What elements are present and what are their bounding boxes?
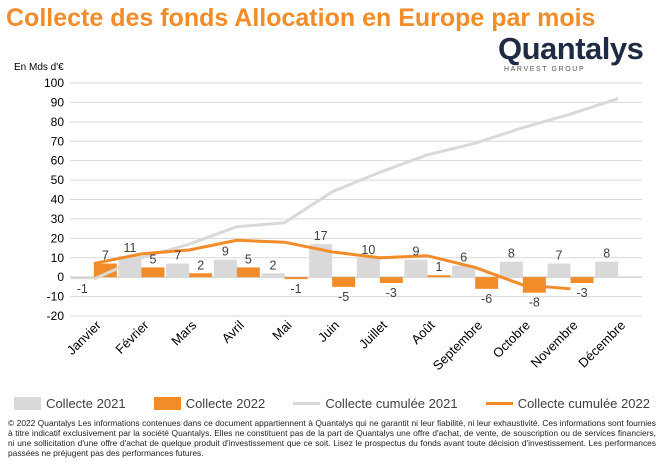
y-tick-label: 0 [57,270,64,284]
data-label-collecte-2021: 9 [413,245,420,259]
bar-collecte-2022 [236,267,260,278]
data-label-collecte-2022: 5 [150,252,157,266]
y-tick-label: 60 [51,154,65,168]
bar-collecte-2021 [309,244,333,278]
legend-item-collecte-2021: Collecte 2021 [14,396,126,411]
x-tick-label: Avril [219,317,247,345]
legend-item-cumul-2022: Collecte cumulée 2022 [485,395,650,411]
data-label-collecte-2021: 8 [508,247,515,261]
bar-collecte-2021 [356,257,380,278]
legend-label-collecte-2022: Collecte 2022 [185,395,266,411]
bar-collecte-2022 [570,277,594,283]
data-label-collecte-2022: -8 [529,296,540,310]
legend-swatch-collecte-2022 [153,396,181,410]
data-label-collecte-2021: 6 [460,251,467,265]
y-tick-label: 40 [51,193,65,207]
line-cumul-2021 [93,97,619,281]
data-label-collecte-2021: 17 [314,229,328,243]
y-tick-label: 50 [51,173,65,187]
legend-swatch-cumul-2021 [293,401,321,405]
data-label-collecte-2021: 9 [222,245,229,259]
data-label-collecte-2022: -3 [576,286,587,300]
legend-label-cumul-2021: Collecte cumulée 2021 [325,395,458,411]
bar-collecte-2021 [213,259,237,278]
bar-collecte-2022 [93,263,117,278]
quantalys-logo: Quantalys HARVEST GROUP [498,31,658,74]
bar-collecte-2022 [189,273,213,278]
x-tick-label: Août [408,317,438,347]
x-tick-label: Octobre [490,318,533,361]
data-label-collecte-2022: 5 [245,252,252,266]
bar-collecte-2022 [427,275,451,278]
x-tick-label: Juin [315,318,342,345]
bar-collecte-2021 [499,261,523,278]
bar-collecte-2021 [261,273,285,278]
y-tick-label: 20 [51,231,65,245]
legend-swatch-collecte-2021 [14,396,42,410]
data-label-collecte-2022: -1 [290,282,301,296]
disclaimer-footer: © 2022 Quantalys Les informations conten… [8,418,656,458]
data-label-collecte-2022: -3 [386,286,397,300]
y-tick-label: 80 [51,115,65,129]
bar-collecte-2022 [379,277,403,283]
legend-swatch-cumul-2022 [485,401,513,405]
bar-collecte-2021 [595,261,619,278]
y-tick-label: 10 [51,251,65,265]
bar-collecte-2022 [141,267,165,278]
bar-collecte-2022 [475,277,499,289]
x-tick-label: Juillet [356,317,390,351]
chart-title: Collecte des fonds Allocation en Europe … [6,4,596,32]
bar-collecte-2022 [284,277,308,280]
data-label-collecte-2022: 7 [102,249,109,263]
data-label-collecte-2021: -1 [77,282,88,296]
bar-collecte-2022 [332,277,356,287]
x-tick-label: Novembre [528,318,581,371]
data-label-collecte-2021: 11 [124,241,137,255]
y-tick-label: 30 [51,212,65,226]
legend-item-cumul-2021: Collecte cumulée 2021 [293,395,458,411]
data-label-collecte-2021: 8 [603,247,610,261]
x-tick-label: Mai [269,317,294,342]
y-tick-label: -10 [47,290,65,304]
data-label-collecte-2022: -5 [338,290,349,304]
logo-wordmark: Quantalys [498,31,644,66]
legend-label-cumul-2022: Collecte cumulée 2022 [517,395,650,411]
data-label-collecte-2021: 2 [270,258,277,272]
bar-collecte-2021 [404,259,428,278]
bar-collecte-2021 [166,263,190,278]
x-tick-label: Janvier [64,317,105,358]
data-label-collecte-2021: 10 [361,243,375,257]
data-label-collecte-2021: 7 [556,249,563,263]
y-tick-label: 100 [44,76,64,90]
x-tick-label: Décembre [575,318,628,371]
logo-tagline: HARVEST GROUP [504,66,586,73]
y-tick-label: 90 [51,95,65,109]
data-label-collecte-2022: 1 [436,260,443,274]
bar-collecte-2021 [452,265,476,278]
y-tick-label: 70 [51,134,65,148]
bar-collecte-2021 [70,277,94,280]
line-cumul-2022 [93,238,571,291]
legend-label-collecte-2021: Collecte 2021 [46,395,126,411]
y-tick-label: -20 [47,309,65,323]
data-label-collecte-2022: 2 [197,258,204,272]
x-tick-label: Mars [168,317,199,348]
bar-collecte-2021 [547,263,571,278]
legend-item-collecte-2022: Collecte 2022 [153,395,266,411]
y-axis-unit-label: En Mds d'€ [14,62,64,73]
data-label-collecte-2022: -6 [481,292,492,306]
chart-legend: Collecte 2021 Collecte 2022 Collecte cum… [0,394,664,412]
x-tick-label: Septembre [430,318,486,374]
data-label-collecte-2021: 7 [174,249,181,263]
x-tick-label: Février [112,317,152,357]
